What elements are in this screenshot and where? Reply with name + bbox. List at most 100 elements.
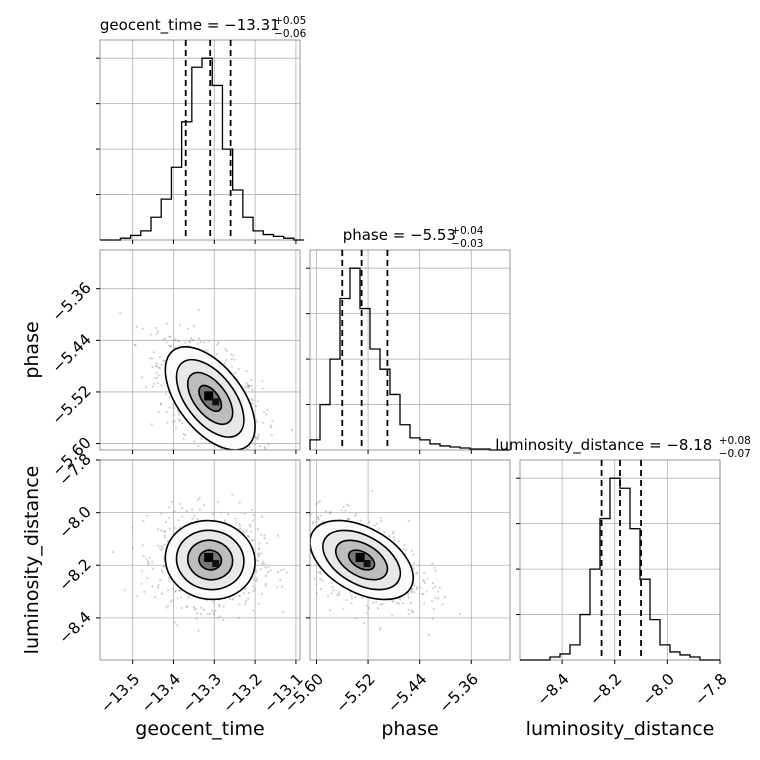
sample-point xyxy=(145,558,147,560)
sample-point xyxy=(315,503,317,505)
sample-point xyxy=(212,601,214,603)
sample-point xyxy=(258,451,260,453)
sample-point xyxy=(200,341,202,343)
sample-point xyxy=(350,595,352,597)
sample-point xyxy=(459,613,461,615)
sample-point xyxy=(318,518,320,520)
sample-point xyxy=(239,464,241,466)
panel-frame xyxy=(100,40,300,240)
sample-point xyxy=(413,562,415,564)
sample-point xyxy=(168,345,170,347)
sample-point xyxy=(270,424,272,426)
sample-point xyxy=(169,527,171,529)
y-tick-label: −5.44 xyxy=(49,330,95,376)
sample-point xyxy=(155,372,157,374)
sample-point xyxy=(408,613,410,615)
sample-point xyxy=(261,516,263,518)
hist-panel-luminosity_distance: luminosity_distance = −8.18 +0.08−0.07 xyxy=(495,435,751,664)
sample-point xyxy=(142,328,144,330)
sample-point xyxy=(188,597,190,599)
sample-point xyxy=(257,602,259,604)
sample-point xyxy=(190,337,192,339)
sample-point xyxy=(413,591,415,593)
sample-point xyxy=(180,607,182,609)
density-peak xyxy=(212,398,219,405)
sample-point xyxy=(160,403,162,405)
sample-point xyxy=(351,597,353,599)
sample-point xyxy=(379,628,381,630)
sample-point xyxy=(377,607,379,609)
sample-point xyxy=(265,413,267,415)
sample-point xyxy=(160,364,162,366)
sample-point xyxy=(254,587,256,589)
sample-point xyxy=(181,515,183,517)
sample-point xyxy=(281,586,283,588)
sample-point xyxy=(171,403,173,405)
sample-point xyxy=(225,359,227,361)
sample-point xyxy=(286,571,288,573)
sample-point xyxy=(155,365,157,367)
title-upper-error: +0.04 xyxy=(451,225,483,237)
sample-point xyxy=(252,450,254,452)
sample-point xyxy=(260,534,262,536)
sample-point xyxy=(301,510,303,512)
sample-point xyxy=(151,585,153,587)
sample-point xyxy=(411,550,413,552)
sample-point xyxy=(254,443,256,445)
sample-point xyxy=(160,384,162,386)
sample-point xyxy=(432,618,434,620)
sample-point xyxy=(197,518,199,520)
sample-point xyxy=(188,341,190,343)
sample-point xyxy=(203,341,205,343)
sample-point xyxy=(434,586,436,588)
sample-point xyxy=(282,611,284,613)
sample-point xyxy=(292,528,294,530)
sample-point xyxy=(123,589,125,591)
sample-point xyxy=(151,357,153,359)
sample-point xyxy=(253,579,255,581)
sample-point xyxy=(142,520,144,522)
density-peak xyxy=(212,560,219,567)
sample-point xyxy=(223,606,225,608)
sample-point xyxy=(261,380,263,382)
sample-point xyxy=(193,606,195,608)
sample-point xyxy=(230,353,232,355)
sample-point xyxy=(252,520,254,522)
sample-point xyxy=(194,488,196,490)
sample-point xyxy=(165,393,167,395)
sample-point xyxy=(159,579,161,581)
sample-point xyxy=(257,400,259,402)
sample-point xyxy=(212,513,214,515)
sample-point xyxy=(264,448,266,450)
joint-panel-geocent_time-luminosity_distance xyxy=(96,460,300,664)
sample-point xyxy=(197,445,199,447)
sample-point xyxy=(257,528,259,530)
sample-point xyxy=(134,344,136,346)
sample-point xyxy=(293,538,295,540)
sample-point xyxy=(231,599,233,601)
sample-point xyxy=(172,588,174,590)
sample-point xyxy=(263,563,265,565)
sample-point xyxy=(271,420,273,422)
corner-plot: geocent_time = −13.31+0.05−0.06phase = −… xyxy=(0,0,760,760)
sample-point xyxy=(174,621,176,623)
sample-point xyxy=(305,558,307,560)
sample-point xyxy=(149,557,151,559)
sample-point xyxy=(159,356,161,358)
sample-point xyxy=(242,530,244,532)
sample-point xyxy=(182,438,184,440)
sample-point xyxy=(226,350,228,352)
y-tick-label: −5.52 xyxy=(49,382,95,428)
sample-point xyxy=(249,525,251,527)
sample-point xyxy=(306,576,308,578)
sample-point xyxy=(345,599,347,601)
sample-point xyxy=(238,603,240,605)
sample-point xyxy=(415,573,417,575)
sample-point xyxy=(153,383,155,385)
sample-point xyxy=(434,597,436,599)
y-axis-label: luminosity_distance xyxy=(21,466,43,655)
sample-point xyxy=(164,337,166,339)
sample-point xyxy=(228,454,230,456)
x-axis-label: geocent_time xyxy=(135,718,264,740)
sample-point xyxy=(153,377,155,379)
